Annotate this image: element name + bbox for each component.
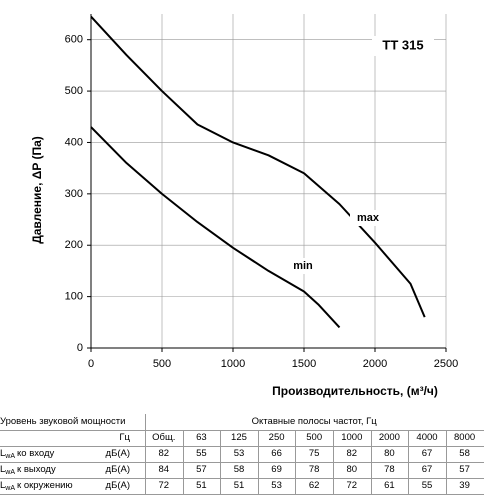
y-tick-label: 0 bbox=[77, 342, 83, 354]
value-cell: 58 bbox=[233, 464, 245, 475]
column-header: 8000 bbox=[454, 432, 476, 443]
symbol: L bbox=[0, 448, 6, 459]
model-label: TT 315 bbox=[382, 37, 423, 52]
y-tick-label: 200 bbox=[65, 239, 83, 251]
value-cell: 62 bbox=[308, 480, 320, 491]
x-tick-label: 1500 bbox=[292, 358, 316, 370]
row-line bbox=[0, 446, 484, 447]
unit-cell: Гц bbox=[119, 432, 130, 443]
column-header: 250 bbox=[268, 432, 285, 443]
value-cell: 69 bbox=[271, 464, 282, 475]
y-tick-label: 100 bbox=[65, 291, 83, 303]
x-tick-label: 1000 bbox=[221, 358, 245, 370]
value-cell: 53 bbox=[271, 480, 282, 491]
curve bbox=[90, 126, 341, 329]
col-line bbox=[257, 430, 259, 494]
value-cell: 78 bbox=[308, 464, 320, 475]
column-header: 500 bbox=[306, 432, 323, 443]
symbol: L bbox=[0, 480, 6, 491]
value-cell: 39 bbox=[459, 480, 470, 491]
label-bg bbox=[350, 210, 386, 226]
value-cell: 82 bbox=[158, 448, 170, 459]
value-cell: 72 bbox=[158, 480, 170, 491]
symbol: L bbox=[0, 464, 6, 475]
value-cell: 57 bbox=[459, 464, 470, 475]
value-cell: 55 bbox=[196, 448, 207, 459]
value-cell: 51 bbox=[233, 480, 245, 491]
value-cell: 80 bbox=[384, 448, 395, 459]
header-cell: Октавные полосы частот, Гц bbox=[251, 416, 377, 427]
row-line bbox=[0, 494, 484, 495]
row-line bbox=[0, 462, 484, 463]
col-line bbox=[370, 430, 372, 494]
subscript: wA bbox=[5, 485, 16, 492]
col-line bbox=[145, 414, 146, 494]
x-tick-label: 0 bbox=[88, 358, 94, 370]
y-axis-label: Давление, ΔP (Па) bbox=[30, 136, 44, 244]
x-tick-label: 2000 bbox=[363, 358, 387, 370]
col-line bbox=[182, 430, 184, 494]
col-line bbox=[445, 430, 447, 494]
label-bg bbox=[285, 258, 321, 274]
column-header: 2000 bbox=[378, 432, 400, 443]
y-tick-label: 600 bbox=[65, 34, 83, 46]
row-label: LwA к выходу bbox=[0, 462, 95, 478]
value-cell: 55 bbox=[421, 480, 433, 491]
series-label: min bbox=[293, 260, 313, 272]
value-cell: 78 bbox=[384, 464, 395, 475]
unit-cell: дБ(A) bbox=[105, 480, 130, 491]
x-axis-label: Производительность, (м³/ч) bbox=[272, 384, 438, 398]
row-line bbox=[0, 478, 484, 479]
chart: Давление, ΔP (Па) Производительность, (м… bbox=[30, 14, 458, 398]
y-tick-label: 400 bbox=[65, 136, 83, 148]
header-cell: Уровень звуковой мощности bbox=[0, 416, 126, 427]
y-tick-label: 300 bbox=[65, 188, 83, 200]
value-cell: 66 bbox=[271, 448, 282, 459]
value-cell: 53 bbox=[233, 448, 245, 459]
curve bbox=[90, 15, 426, 318]
column-header: 125 bbox=[231, 432, 247, 443]
y-tick-label: 500 bbox=[65, 85, 83, 97]
column-header: Общ. bbox=[152, 432, 176, 443]
row-label: LwA к окружению bbox=[0, 478, 95, 494]
unit-cell: дБ(A) bbox=[105, 464, 130, 475]
value-cell: 61 bbox=[384, 480, 395, 491]
x-tick-label: 500 bbox=[153, 358, 171, 370]
unit-cell: дБ(A) bbox=[105, 448, 130, 459]
model-bg bbox=[372, 36, 434, 56]
series-label: max bbox=[357, 212, 380, 224]
row-line bbox=[0, 430, 484, 431]
value-cell: 51 bbox=[196, 480, 207, 491]
value-cell: 75 bbox=[308, 448, 320, 459]
column-header: 4000 bbox=[416, 432, 438, 443]
value-cell: 80 bbox=[346, 464, 358, 475]
value-cell: 67 bbox=[421, 464, 433, 475]
subscript: wA bbox=[5, 453, 16, 460]
value-cell: 84 bbox=[158, 464, 170, 475]
value-cell: 72 bbox=[346, 480, 358, 491]
x-tick-label: 2500 bbox=[434, 358, 458, 370]
label-text: к выходу bbox=[17, 464, 56, 475]
value-cell: 67 bbox=[421, 448, 433, 459]
value-cell: 58 bbox=[459, 448, 470, 459]
value-cell: 57 bbox=[196, 464, 207, 475]
value-cell: 82 bbox=[346, 448, 358, 459]
col-line bbox=[408, 430, 410, 494]
column-header: 1000 bbox=[341, 432, 363, 443]
column-header: 63 bbox=[196, 432, 207, 443]
col-line bbox=[295, 430, 297, 494]
col-line bbox=[220, 430, 222, 494]
col-line bbox=[333, 430, 334, 494]
label-text: к окружению bbox=[17, 480, 73, 491]
row-label: LwA ко входу bbox=[0, 446, 95, 462]
subscript: wA bbox=[5, 469, 16, 476]
label-text: ко входу bbox=[17, 448, 55, 459]
